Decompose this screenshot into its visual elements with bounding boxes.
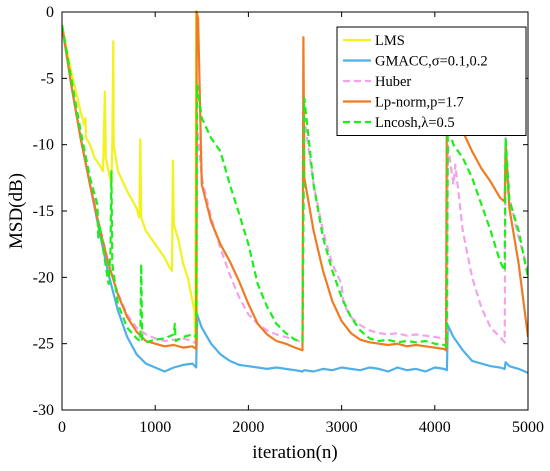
legend-label-3: Huber bbox=[375, 74, 411, 90]
x-axis-title: iteration(n) bbox=[252, 442, 337, 463]
series-layer bbox=[62, 10, 528, 374]
series-line-1 bbox=[62, 10, 199, 344]
x-tick-label: 2000 bbox=[232, 419, 264, 436]
x-tick-label: 5000 bbox=[512, 419, 544, 436]
x-tick-label: 1000 bbox=[139, 419, 171, 436]
legend-label-5: Lncosh,λ=0.5 bbox=[375, 115, 455, 131]
y-tick-label: 0 bbox=[46, 4, 54, 21]
y-axis-title: MSD(dB) bbox=[6, 173, 27, 249]
y-tick-label: -10 bbox=[33, 137, 54, 154]
x-tick-label: 0 bbox=[58, 419, 66, 436]
x-tick-label: 3000 bbox=[326, 419, 358, 436]
y-tick-label: -30 bbox=[33, 402, 54, 419]
series-line-5 bbox=[62, 25, 528, 348]
legend-label-2: GMACC,σ=0.1,0.2 bbox=[375, 54, 488, 70]
y-tick-label: -5 bbox=[41, 70, 54, 87]
y-tick-label: -25 bbox=[33, 336, 54, 353]
y-tick-label: -15 bbox=[33, 203, 54, 220]
tick-layer: 0 1000 2000 3000 4000 5000 0 -5 -10 -15 -20 -25 -30 bbox=[33, 4, 544, 436]
series-line-2 bbox=[62, 25, 528, 374]
legend-label-1: LMS bbox=[375, 33, 405, 49]
y-tick-label: -20 bbox=[33, 269, 54, 286]
legend-label-4: Lp-norm,p=1.7 bbox=[375, 95, 464, 111]
legend: LMS GMACC,σ=0.1,0.2 Huber Lp-norm,p=1.7 Lnco… bbox=[336, 26, 527, 136]
x-tick-label: 4000 bbox=[419, 419, 451, 436]
